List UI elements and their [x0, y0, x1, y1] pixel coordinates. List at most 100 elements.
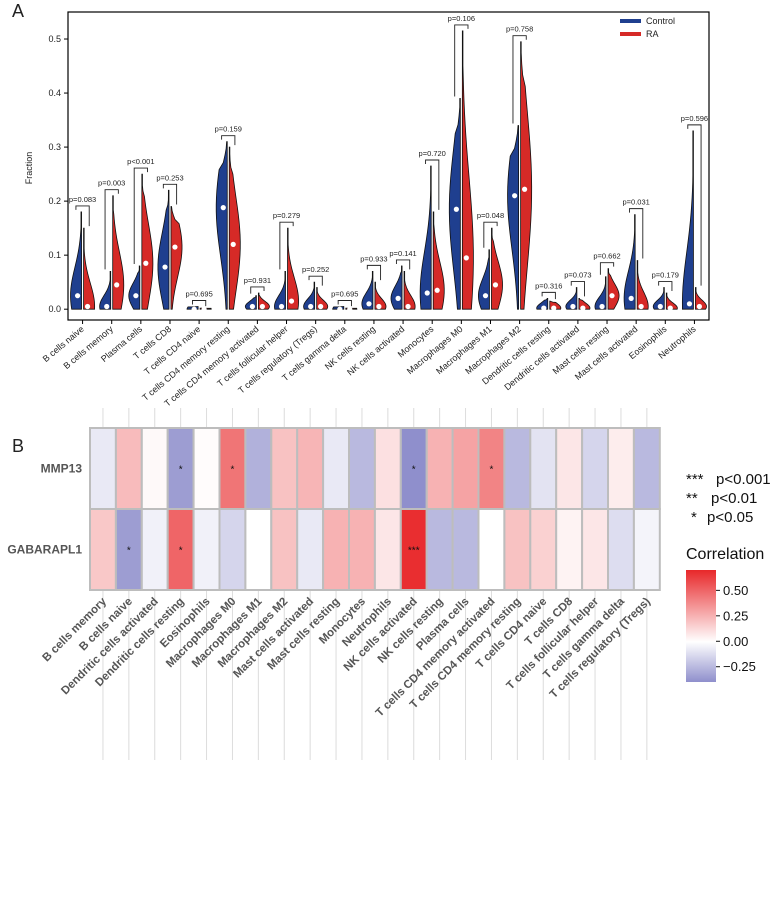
pvalue-bracket — [250, 286, 265, 294]
heatmap-cell — [503, 427, 532, 510]
violin-ra — [141, 173, 154, 310]
colorbar-gradient — [686, 570, 716, 682]
heatmap-cell — [581, 508, 609, 591]
sig-legend-stars-3: * — [691, 509, 697, 526]
violin-control — [390, 265, 403, 310]
sig-legend-stars-1: *** — [686, 471, 704, 488]
median-point-control — [220, 205, 226, 211]
heatmap-cell — [296, 427, 325, 510]
heatmap-cell — [89, 427, 117, 510]
heatmap-cell — [114, 427, 143, 510]
pvalue-label-monocytes: p=0.720 — [419, 149, 446, 158]
colorbar-title: Correlation — [686, 546, 764, 563]
median-point-ra — [114, 282, 120, 288]
heatmap-cell — [632, 508, 661, 591]
violin-control — [157, 189, 170, 310]
pvalue-label-mast-cells-resting: p=0.662 — [593, 252, 620, 261]
median-point-ra — [696, 303, 703, 310]
violin-y-axis: 0.0 0.1 0.2 0.3 0.4 0.5 — [48, 34, 68, 314]
pvalue-label-macrophages-m0: p=0.106 — [448, 14, 475, 23]
violin-control — [623, 214, 636, 310]
violin-group-macrophages-m2 — [507, 41, 533, 310]
sig-legend-text-2: p<0.01 — [711, 490, 757, 507]
median-point-control — [162, 264, 168, 270]
median-point-ra — [405, 303, 411, 310]
median-point-ra — [230, 241, 236, 247]
pvalue-bracket — [599, 262, 615, 275]
heatmap-cell — [373, 427, 402, 510]
violin-group-b-cells-naive — [70, 211, 96, 310]
heatmap-cell — [451, 427, 480, 510]
violin-ra — [170, 206, 183, 310]
heatmap-cell — [140, 427, 169, 510]
pvalue-bracket — [133, 167, 148, 264]
heatmap-cells: * * * ** * *** — [89, 427, 661, 591]
violin-control — [303, 281, 316, 310]
pvalue-bracket — [512, 35, 527, 124]
heatmap-cell — [89, 508, 117, 591]
legend-label-ra: RA — [646, 29, 659, 39]
violin-y-tick-label: 0.1 — [48, 250, 61, 260]
heatmap-cell — [581, 427, 609, 510]
violin-ra — [403, 270, 416, 310]
violin-ra — [461, 30, 474, 310]
panel-b-label: B — [12, 436, 24, 456]
median-point-ra — [259, 303, 265, 310]
median-point-ra — [201, 306, 207, 312]
pvalue-label-macrophages-m2: p=0.758 — [506, 25, 533, 34]
colorbar: Correlation 0.50 0.25 0.00 −0.25 — [686, 546, 764, 682]
violin-group-neutrophils — [681, 130, 707, 310]
significance-mark: * — [127, 546, 131, 557]
heatmap-cell — [529, 508, 558, 591]
violin-control — [274, 270, 286, 310]
significance-mark: * — [412, 465, 416, 476]
pvalue-bracket — [192, 300, 207, 307]
heatmap-cell — [632, 427, 661, 510]
violin-group-macrophages-m0 — [448, 30, 474, 310]
violin-ra — [432, 211, 445, 310]
heatmap-cell — [192, 508, 221, 591]
violin-group-monocytes — [419, 165, 445, 310]
median-point-control — [686, 301, 693, 307]
violin-group-t-cells-cd4-memory-resting — [215, 141, 241, 310]
violin-group-t-cells-follicular-helper — [274, 227, 299, 310]
violin-group-plasma-cells — [128, 173, 154, 310]
colorbar-tick-label: 0.50 — [723, 583, 748, 598]
pvalue-bracket — [570, 281, 585, 297]
pvalue-label-plasma-cells: p<0.001 — [127, 157, 154, 166]
pvalue-label-b-cells-memory: p=0.003 — [98, 179, 125, 188]
heatmap-cell — [244, 427, 273, 510]
median-point-ra — [143, 260, 149, 266]
violin-group-t-cells-gamma-delta — [332, 306, 358, 312]
heatmap-cell — [529, 427, 558, 510]
violin-group-t-cells-cd4-memory-activated — [244, 292, 270, 310]
median-point-ra — [551, 305, 557, 311]
heatmap-cell — [348, 508, 376, 591]
violin-group-eosinophils — [652, 287, 678, 311]
heatmap-row-labels: MMP13 GABARAPL1 — [7, 462, 82, 557]
heatmap-cell — [270, 508, 299, 591]
median-point-control — [657, 303, 663, 310]
violin-group-macrophages-m1 — [478, 227, 503, 310]
significance-legend: *** p<0.001 ** p<0.01 * p<0.05 — [686, 471, 771, 526]
median-point-ra — [84, 303, 91, 310]
violin-ra — [287, 227, 299, 310]
violin-y-tick-label: 0.4 — [48, 88, 61, 98]
median-point-control — [628, 295, 634, 301]
violin-control — [99, 270, 112, 310]
median-point-ra — [667, 305, 673, 311]
pvalue-bracket — [104, 189, 119, 270]
violin-group-t-cells-cd8 — [157, 189, 183, 310]
pvalue-bracket — [308, 275, 323, 286]
heatmap-cell — [218, 508, 247, 591]
pvalue-label-neutrophils: p=0.596 — [681, 114, 708, 123]
violin-x-tick-label-b-cells-memory: B cells memory — [61, 324, 115, 372]
heatmap-cell — [270, 427, 299, 510]
heatmap-cell — [244, 508, 273, 591]
heatmap-cell — [425, 508, 454, 591]
heatmap-cell — [555, 427, 584, 510]
violin-y-tick-label: 0.0 — [48, 304, 61, 314]
median-point-control — [541, 305, 547, 311]
violin-group-mast-cells-activated — [623, 214, 649, 310]
